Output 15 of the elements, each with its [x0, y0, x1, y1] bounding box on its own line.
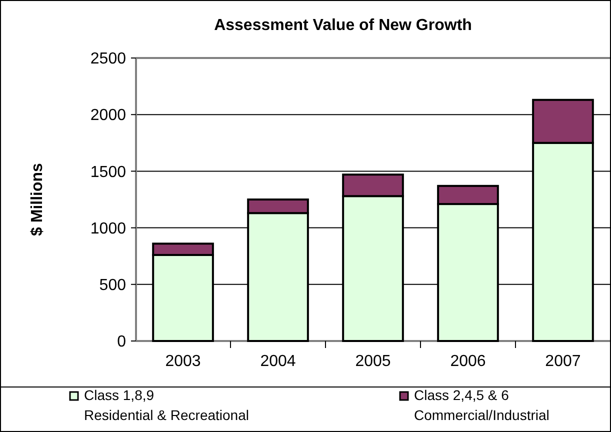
x-tick-label: 2004 — [260, 353, 296, 370]
y-tick-label: 2500 — [90, 50, 126, 68]
chart-title: Assessment Value of New Growth — [214, 17, 472, 34]
x-tick-label: 2006 — [450, 353, 486, 370]
x-tick-label: 2003 — [165, 353, 201, 370]
y-tick-label: 2000 — [90, 107, 126, 124]
legend-label: Class 1,8,9 Residential & Recreational — [84, 387, 249, 423]
y-tick-label: 1000 — [90, 220, 126, 238]
y-tick-label: 500 — [99, 277, 126, 294]
legend-label: Class 2,4,5 & 6 Commercial/Industrial — [414, 387, 550, 423]
y-tick-label: 0 — [117, 334, 126, 351]
x-tick-label: 2005 — [355, 353, 391, 370]
y-tick-label: 1500 — [90, 164, 126, 181]
x-tick-label: 2007 — [545, 353, 581, 370]
y-axis-title: $ Millions — [29, 162, 46, 236]
